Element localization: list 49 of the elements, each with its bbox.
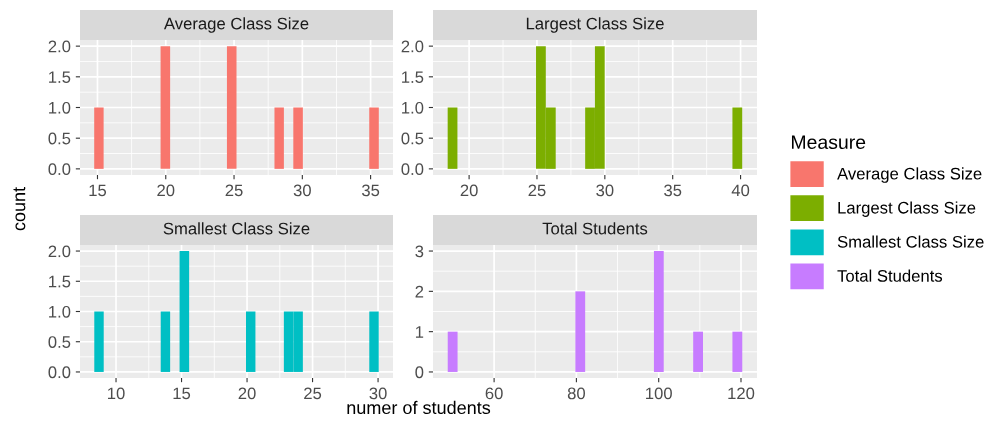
- legend-label: Average Class Size: [837, 167, 982, 183]
- y-tick-label: 1.5: [402, 71, 424, 84]
- x-tick-label: 20: [238, 387, 256, 400]
- x-tick-label: 35: [664, 184, 682, 197]
- y-tick-label: 2: [415, 285, 424, 298]
- chart-title: Largest Class Size: [526, 17, 664, 33]
- chart-title: Average Class Size: [163, 17, 309, 33]
- y-tick-label: 1.5: [49, 275, 71, 288]
- legend-label: Largest Class Size: [838, 201, 976, 217]
- x-tick-label: 40: [731, 184, 750, 197]
- x-tick-label: 25: [304, 387, 322, 400]
- y-tick-label: 0.5: [48, 132, 71, 145]
- y-tick-label: 0.0: [401, 163, 424, 176]
- chart-title: Smallest Class Size: [163, 222, 310, 235]
- legend-title: Measure: [791, 135, 866, 150]
- y-axis-title: count: [13, 187, 26, 231]
- x-tick-label: 25: [225, 184, 243, 197]
- x-tick-label: 15: [173, 387, 191, 400]
- y-tick-label: 0: [415, 366, 424, 379]
- y-tick-label: 1.0: [402, 101, 424, 114]
- x-tick-label: 30: [596, 184, 614, 197]
- y-tick-label: 2.0: [48, 40, 71, 53]
- y-tick-label: 0.0: [48, 163, 71, 176]
- legend-label: Total Students: [837, 269, 943, 282]
- x-tick-label: 100: [646, 387, 672, 400]
- y-tick-label: 1.0: [49, 101, 71, 114]
- x-tick-label: 30: [369, 387, 387, 400]
- x-axis-title: numer of students: [347, 400, 491, 415]
- y-tick-label: 3: [415, 245, 424, 258]
- x-tick-label: 20: [460, 184, 478, 197]
- y-tick-label: 0.0: [48, 366, 71, 379]
- chart-title: Total Students: [542, 222, 648, 235]
- y-tick-label: 1: [415, 326, 424, 338]
- x-tick-label: 15: [89, 184, 107, 197]
- y-tick-label: 2.0: [48, 245, 71, 258]
- y-tick-label: 2.0: [401, 40, 424, 53]
- y-tick-label: 0.5: [48, 336, 71, 348]
- x-tick-label: 60: [485, 387, 503, 400]
- y-tick-label: 0.5: [401, 132, 424, 145]
- legend-label: Smallest Class Size: [837, 235, 984, 248]
- x-tick-label: 30: [293, 184, 311, 197]
- x-tick-label: 120: [728, 387, 755, 400]
- x-tick-label: 10: [108, 387, 125, 400]
- x-tick-label: 35: [361, 184, 380, 197]
- x-tick-label: 80: [567, 387, 586, 400]
- x-tick-label: 20: [157, 184, 175, 197]
- y-tick-label: 1.5: [49, 71, 71, 84]
- x-tick-label: 25: [528, 184, 546, 197]
- y-tick-label: 1.0: [49, 305, 71, 318]
